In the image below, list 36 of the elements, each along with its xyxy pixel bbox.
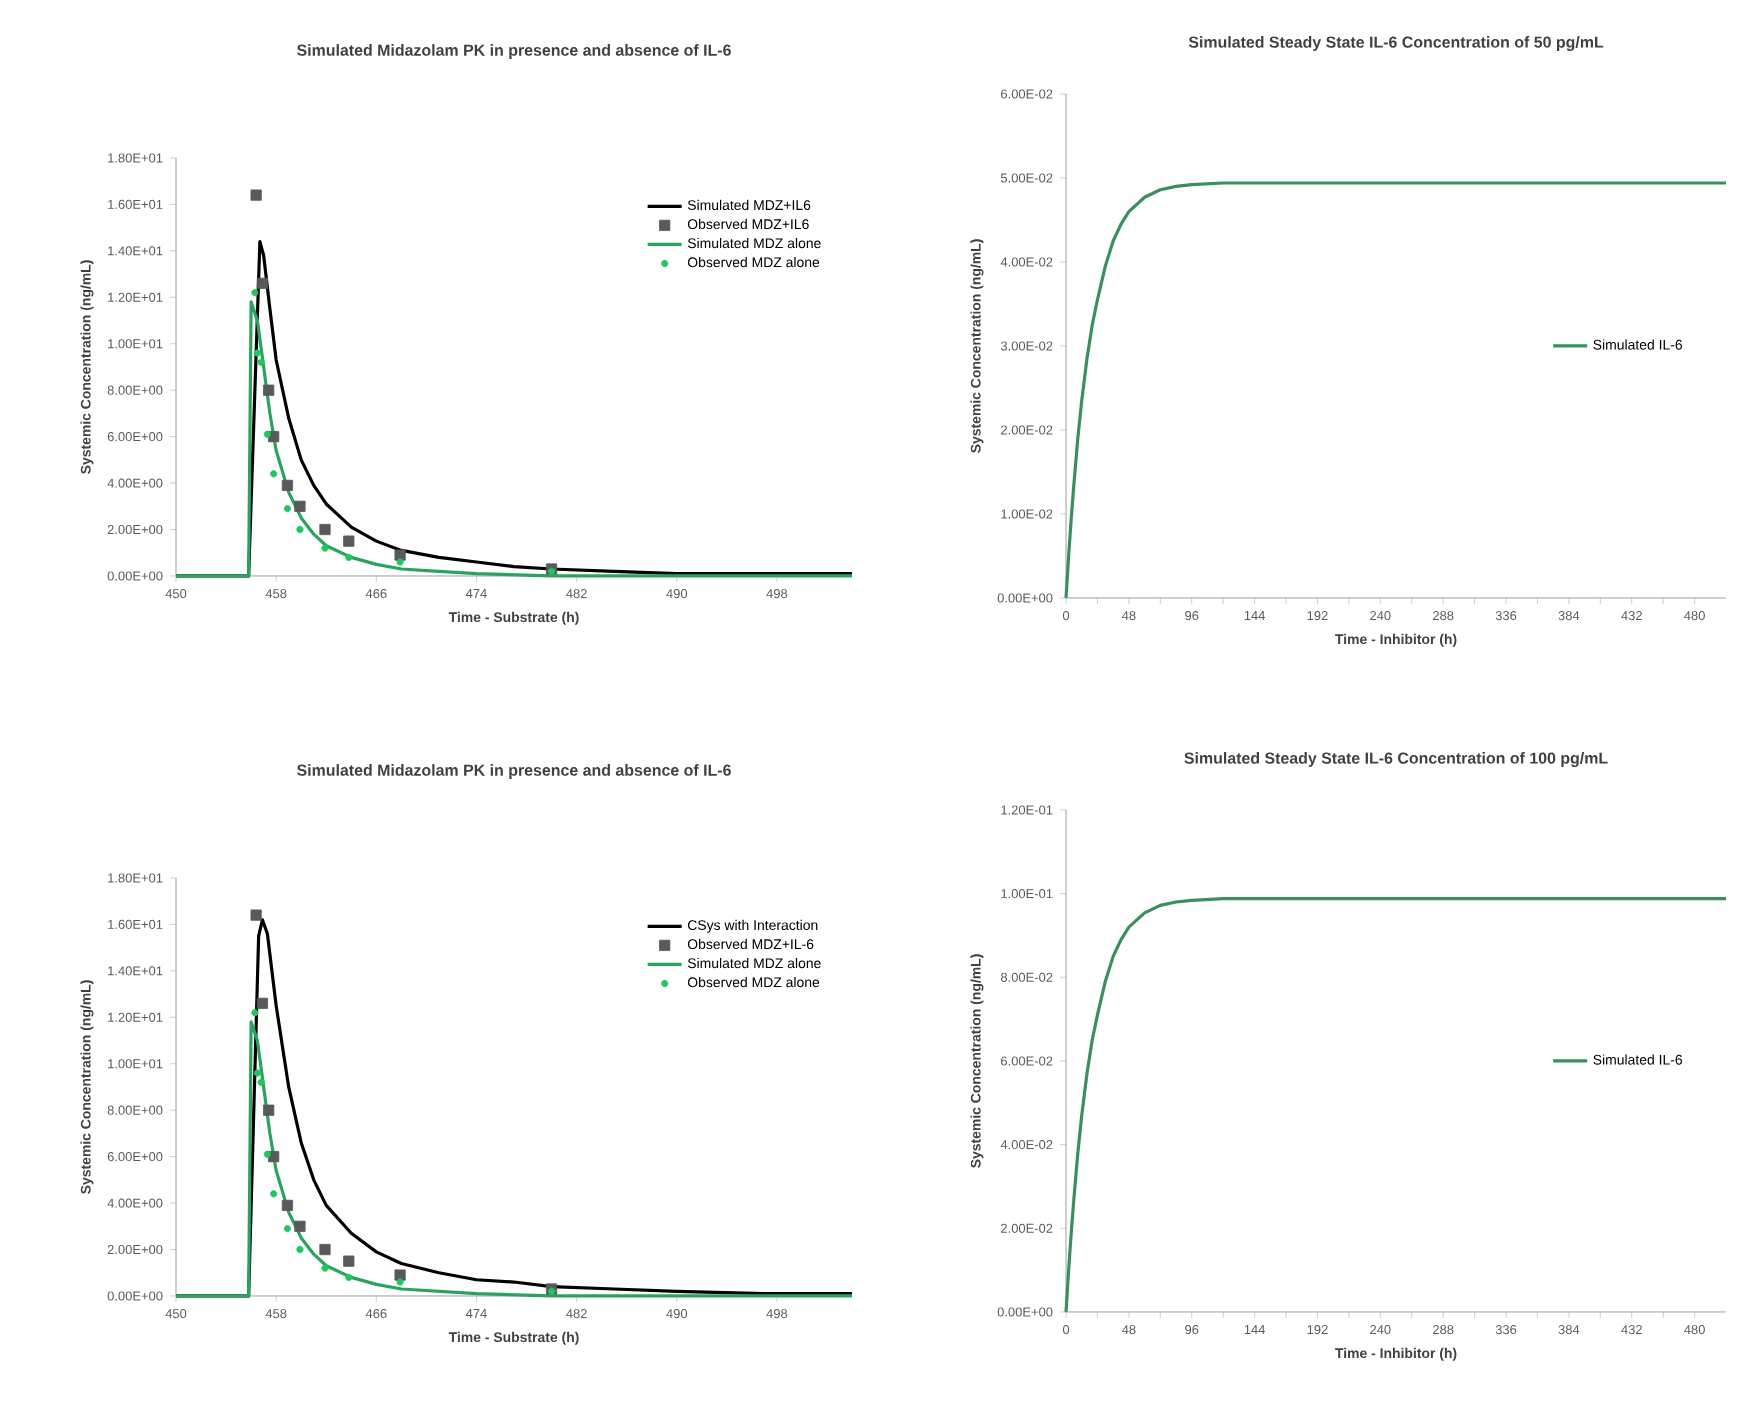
point <box>319 1243 331 1256</box>
point <box>296 525 304 534</box>
point <box>250 189 262 201</box>
point <box>253 1069 261 1077</box>
point <box>283 505 292 513</box>
point <box>257 1078 265 1086</box>
point <box>263 1104 275 1116</box>
point <box>345 553 353 561</box>
point <box>394 1269 406 1281</box>
point <box>319 523 331 536</box>
point <box>394 549 406 561</box>
point <box>396 1278 404 1286</box>
point <box>345 1273 353 1281</box>
point <box>257 358 265 366</box>
point <box>281 479 294 491</box>
point <box>281 1199 294 1211</box>
point <box>283 1225 292 1233</box>
point <box>396 558 404 566</box>
point <box>294 1220 306 1232</box>
point <box>251 289 259 297</box>
point <box>270 470 278 478</box>
point <box>263 384 275 396</box>
point <box>343 1255 355 1267</box>
point <box>270 1190 278 1198</box>
point <box>296 1245 304 1254</box>
point <box>321 544 329 552</box>
point <box>343 535 355 547</box>
point <box>263 430 271 438</box>
point <box>321 1264 329 1272</box>
point <box>256 997 268 1009</box>
point <box>263 1150 271 1158</box>
point <box>256 277 268 289</box>
point <box>253 349 261 357</box>
point <box>250 909 262 921</box>
point <box>251 1009 259 1017</box>
point <box>294 500 306 512</box>
